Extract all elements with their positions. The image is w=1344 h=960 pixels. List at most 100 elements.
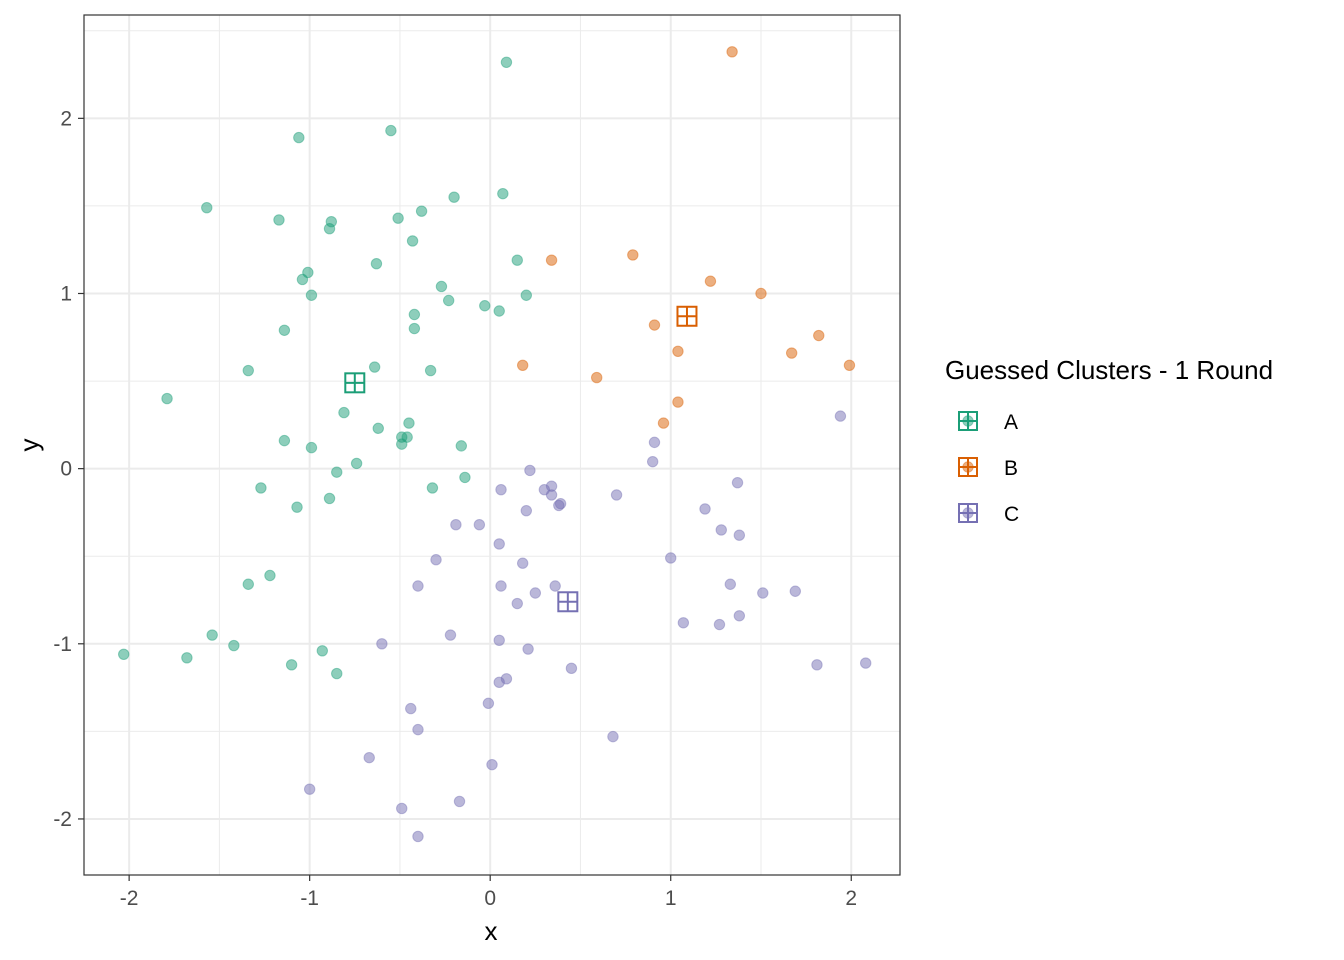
data-point (486, 758, 498, 771)
data-point (520, 289, 533, 301)
data-point (305, 289, 318, 301)
data-point (278, 434, 291, 447)
data-point (843, 359, 856, 372)
data-point (565, 662, 578, 675)
data-point (715, 524, 727, 536)
data-point (412, 580, 424, 592)
data-point (493, 676, 505, 689)
data-point (516, 557, 529, 569)
data-point (859, 657, 872, 669)
data-point (529, 587, 542, 599)
data-point (305, 441, 318, 454)
data-point (607, 730, 619, 743)
data-point (495, 483, 507, 496)
data-point (363, 751, 375, 764)
data-point (672, 345, 684, 357)
data-point (372, 422, 384, 435)
data-point (733, 529, 746, 541)
data-point (479, 300, 491, 312)
data-point (264, 569, 276, 582)
x-tick-label: 2 (845, 887, 857, 910)
x-tick-label: 1 (665, 887, 677, 910)
x-tick-label: -1 (300, 887, 319, 910)
data-point (403, 417, 415, 429)
data-point (713, 618, 726, 631)
legend-key (958, 503, 978, 523)
data-point (278, 324, 291, 336)
data-point (757, 587, 769, 599)
data-point (242, 578, 254, 590)
data-point (444, 629, 457, 641)
legend-item-A: A (958, 411, 1018, 434)
data-point (459, 471, 471, 484)
data-point (396, 438, 408, 450)
data-point (338, 406, 350, 419)
data-point (412, 723, 424, 736)
series-C (303, 410, 872, 843)
x-tick-label: 0 (484, 887, 496, 910)
data-point (385, 124, 397, 137)
data-point (273, 214, 285, 226)
y-tick-label: 2 (60, 107, 72, 130)
data-point (331, 466, 343, 478)
data-point (242, 364, 254, 377)
data-point (302, 266, 314, 279)
x-tick-label: -2 (120, 887, 139, 910)
data-point (553, 499, 565, 512)
data-point (473, 518, 486, 531)
data-point (665, 552, 677, 564)
data-point (785, 347, 798, 359)
data-point (813, 329, 825, 342)
data-point (296, 273, 309, 286)
data-point (755, 287, 767, 300)
data-point (704, 275, 717, 287)
data-point (405, 702, 417, 715)
data-point (408, 308, 421, 321)
data-point (376, 638, 388, 650)
data-point (677, 617, 690, 629)
data-point (453, 795, 466, 808)
data-point (323, 492, 336, 505)
data-point (396, 802, 408, 815)
legend-item-C: C (958, 503, 1019, 526)
data-point (435, 280, 448, 293)
data-point (726, 46, 738, 58)
y-tick-label: -1 (53, 633, 72, 656)
x-axis-title: x (485, 916, 498, 946)
legend-label: A (1004, 411, 1018, 434)
data-point (206, 629, 218, 641)
data-point (495, 580, 507, 592)
legend-label: C (1004, 503, 1019, 526)
data-point (811, 659, 823, 671)
data-point (591, 371, 603, 384)
data-point (448, 191, 460, 203)
centroid-C (557, 591, 579, 613)
data-point (293, 131, 305, 144)
centroid-B (676, 305, 698, 327)
data-point (392, 212, 404, 224)
data-point (524, 464, 536, 477)
data-point (285, 659, 298, 671)
data-point (228, 639, 240, 652)
data-point (497, 187, 509, 200)
data-point (610, 489, 623, 501)
data-point (511, 254, 523, 266)
panel-background (84, 15, 900, 875)
data-point (493, 538, 505, 550)
legend-key (958, 411, 978, 431)
data-point (368, 361, 381, 373)
data-point (516, 359, 529, 372)
legend-item-B: B (958, 457, 1018, 480)
data-point (424, 364, 437, 377)
data-point (545, 254, 558, 266)
data-point (442, 294, 455, 307)
data-point (482, 697, 495, 710)
centroid-A (344, 372, 366, 394)
data-point (500, 56, 513, 68)
y-tick-label: 1 (60, 282, 72, 305)
data-point (426, 482, 439, 494)
data-point (648, 319, 661, 331)
data-point (323, 222, 336, 235)
data-point (118, 648, 130, 661)
